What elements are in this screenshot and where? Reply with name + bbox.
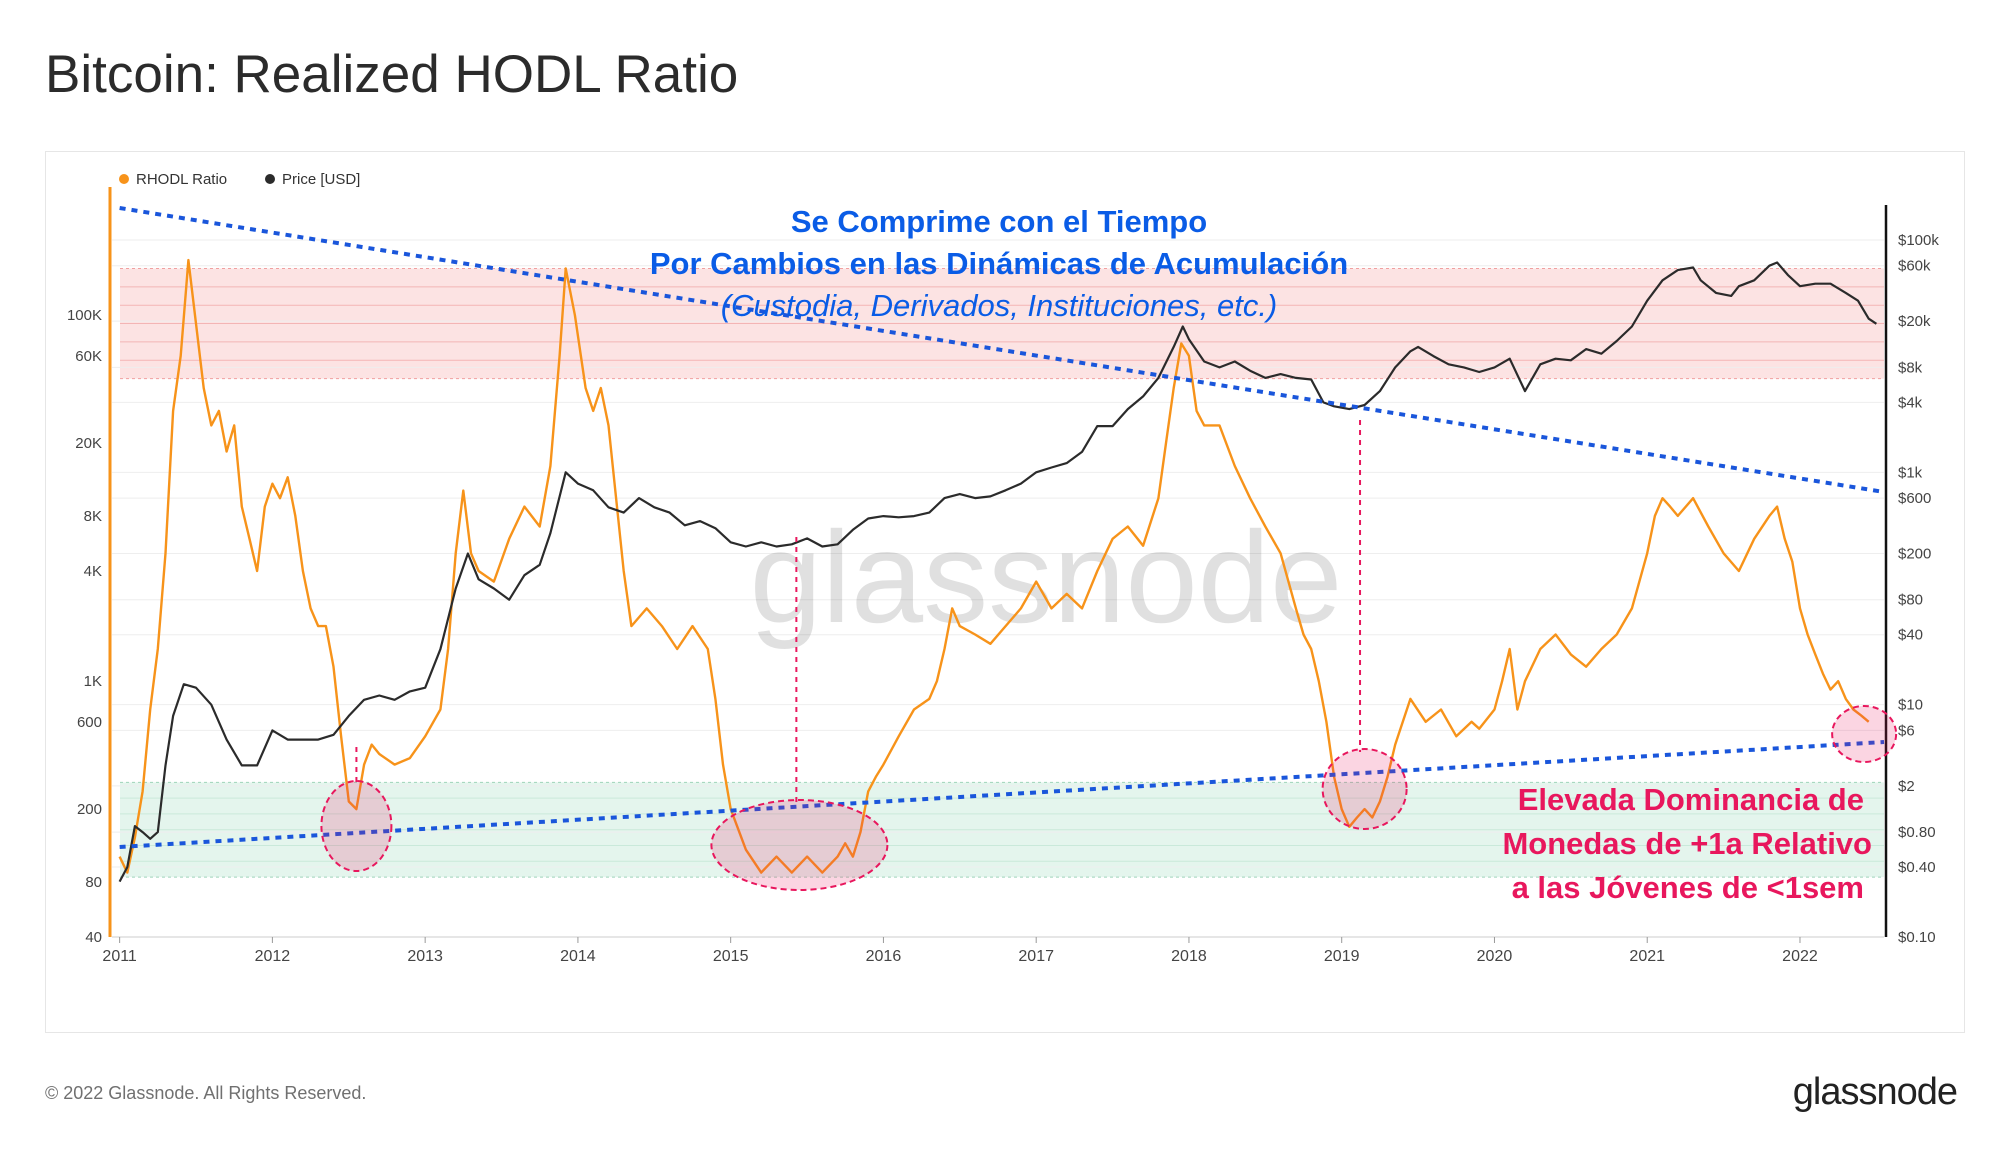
copyright: © 2022 Glassnode. All Rights Reserved. [45,1083,367,1103]
right-tick-label: $2 [1898,778,1915,795]
legend: RHODL Ratio Price [USD] [119,171,360,188]
left-tick-label: 4K [84,563,102,580]
x-tick-label: 2016 [866,948,902,965]
x-tick-label: 2011 [102,948,137,965]
bottom-annotation-line-2: Monedas de +1a Relativo [1502,826,1872,861]
bands [120,267,1884,878]
left-tick-label: 80 [85,874,102,891]
right-tick-label: $6 [1898,722,1915,739]
rhodl-series-line [118,258,1870,874]
glassnode-logo[interactable]: glassnode [1792,1071,1958,1113]
left-tick-label: 60K [75,348,102,365]
bottom-annotation-line-1: Elevada Dominancia de [1518,782,1864,817]
legend-marker-price[interactable] [265,174,275,184]
price-series-line [118,261,1878,883]
highlight-circle [710,799,889,891]
right-tick-label: $0.80 [1898,824,1936,841]
right-tick-label: $600 [1898,490,1931,507]
right-tick-label: $40 [1898,627,1923,644]
x-tick-label: 2018 [1171,948,1207,965]
x-tick-label: 2015 [713,948,749,965]
page-title: Bitcoin: Realized HODL Ratio [45,45,739,104]
x-tick-label: 2020 [1477,948,1513,965]
left-tick-label: 40 [85,929,102,946]
x-tick-label: 2019 [1324,948,1360,965]
rhodl-chart: glassnode 100K 60K 20K 8K 4K 1K 600 200 80 40 $10… [67,171,1939,965]
legend-label-price[interactable]: Price [USD] [282,171,360,188]
legend-marker-rhodl[interactable] [119,174,129,184]
left-axis: 100K 60K 20K 8K 4K 1K 600 200 80 40 [67,187,112,946]
top-annotation-line-1: Se Comprime con el Tiempo [791,204,1207,239]
right-tick-label: $0.40 [1898,859,1936,876]
left-tick-label: 20K [75,435,102,452]
x-tick-label: 2012 [255,948,291,965]
highlight-circle [320,780,393,872]
right-tick-label: $20k [1898,313,1931,330]
left-tick-label: 200 [77,801,102,818]
bottom-annotation-line-3: a las Jóvenes de <1sem [1512,870,1864,905]
gridlines [112,239,1884,938]
right-tick-label: $10 [1898,697,1923,714]
right-axis: $100k $60k $20k $8k $4k $1k $600 $200 $80 $40 $10 $… [1884,205,1939,946]
right-tick-label: $100k [1898,232,1939,249]
top-annotation: Se Comprime con el Tiempo Por Cambios en… [650,204,1348,323]
x-tick-label: 2014 [560,948,596,965]
x-tick-label: 2013 [407,948,443,965]
watermark: glassnode [750,504,1343,650]
x-tick-label: 2021 [1629,948,1665,965]
right-tick-label: $200 [1898,546,1931,563]
x-tick-label: 2022 [1782,948,1818,965]
top-annotation-line-2: Por Cambios en las Dinámicas de Acumulac… [650,246,1348,281]
right-tick-label: $0.10 [1898,929,1936,946]
right-tick-label: $60k [1898,258,1931,275]
left-tick-label: 100K [67,307,102,324]
right-tick-label: $1k [1898,464,1923,481]
right-tick-label: $80 [1898,592,1923,609]
annotation-overlay [119,206,1898,891]
highlight-circle [1831,705,1898,763]
series-layer [118,258,1878,883]
upper-trend-line [119,206,1885,494]
x-tick-label: 2017 [1018,948,1054,965]
left-tick-label: 8K [84,508,102,525]
left-tick-label: 600 [77,714,102,731]
top-annotation-line-3: (Custodia, Derivados, Instituciones, etc… [721,288,1278,323]
right-tick-label: $4k [1898,394,1923,411]
x-axis: 2011 2012 2013 2014 2015 2016 2017 2018 2019 2020… [102,936,1884,965]
chart-frame: glassnode 100K 60K 20K 8K 4K 1K 600 200 80 40 $10… [45,151,1965,1033]
highlight-circle [1321,748,1408,830]
left-tick-label: 1K [84,673,102,690]
right-tick-label: $8k [1898,359,1923,376]
legend-label-rhodl[interactable]: RHODL Ratio [136,171,227,188]
bottom-annotation: Elevada Dominancia de Monedas de +1a Rel… [1502,782,1872,905]
